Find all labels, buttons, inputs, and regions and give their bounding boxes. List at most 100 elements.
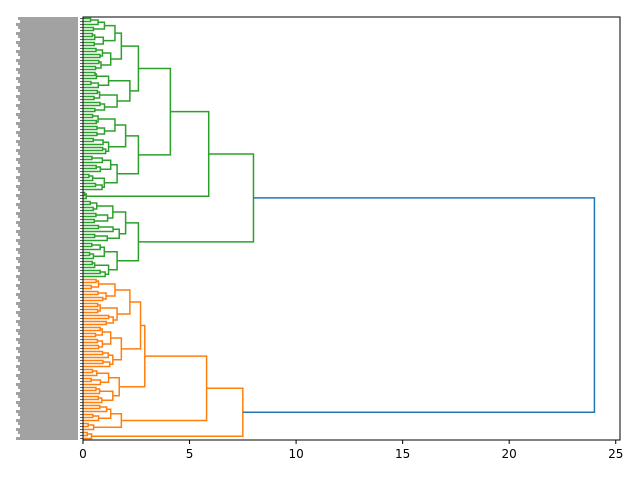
dendrogram-link <box>83 361 111 368</box>
dendrogram-link <box>83 218 96 224</box>
dendrogram-link <box>83 388 101 395</box>
leaf-label <box>16 194 78 197</box>
dendrogram-link <box>83 413 94 419</box>
dendrogram-link <box>83 262 96 269</box>
leaf-label <box>20 101 78 104</box>
dendrogram-link <box>83 242 93 248</box>
leaf-label <box>20 344 78 347</box>
leaf-label <box>20 254 78 257</box>
leaf-label <box>20 326 78 329</box>
leaf-label <box>20 74 78 77</box>
dendrogram-link <box>83 431 89 437</box>
leaf-label <box>16 176 78 179</box>
leaf-label <box>16 77 78 80</box>
leaf-label <box>16 221 78 224</box>
leaf-label <box>16 41 78 44</box>
leaf-label <box>20 308 78 311</box>
leaf-label <box>18 278 78 281</box>
dendrogram-link <box>106 316 114 324</box>
leaf-label <box>16 383 78 386</box>
leaf-label <box>18 170 78 173</box>
plot-frame <box>82 16 621 441</box>
dendrogram-link <box>98 408 112 419</box>
leaf-label <box>16 374 78 377</box>
dendrogram-link <box>83 73 98 80</box>
leaf-label <box>20 182 78 185</box>
dendrogram-link <box>110 32 123 60</box>
dendrogram-link <box>83 157 104 164</box>
leaf-label <box>18 224 78 227</box>
leaf-label <box>20 398 78 401</box>
leaf-label <box>18 422 78 425</box>
dendrogram-link <box>83 226 114 233</box>
dendrogram-link <box>83 139 104 146</box>
dendrogram-link <box>104 164 118 184</box>
leaf-label <box>16 293 78 296</box>
leaf-label <box>16 59 78 62</box>
leaf-label <box>20 56 78 59</box>
leaf-label <box>18 431 78 434</box>
dendrogram-link <box>83 65 97 71</box>
dendrogram-link <box>93 413 123 428</box>
dendrogram-link <box>100 159 112 170</box>
leaf-label <box>20 38 78 41</box>
dendrogram-link <box>121 301 142 350</box>
dendrogram-link <box>83 406 108 413</box>
dendrogram-link <box>83 107 96 113</box>
dendrogram-link <box>83 212 97 218</box>
leaf-label <box>20 407 78 410</box>
dendrogram-link <box>83 101 101 107</box>
leaf-label <box>16 239 78 242</box>
dendrogram-link <box>83 200 91 206</box>
leaf-label <box>20 47 78 50</box>
dendrogram-link <box>83 344 100 350</box>
leaf-label <box>20 173 78 176</box>
leaf-label <box>18 269 78 272</box>
dendrogram-link <box>83 182 97 188</box>
leaf-label <box>18 233 78 236</box>
dendrogram-link <box>83 359 104 365</box>
leaf-label <box>18 215 78 218</box>
leaf-label <box>18 17 78 20</box>
leaf-label <box>16 230 78 233</box>
dendrogram-link <box>83 32 94 38</box>
dendrogram-link <box>83 224 100 230</box>
leaf-label <box>20 191 78 194</box>
dendrogram-link <box>83 89 99 95</box>
leaf-label <box>16 68 78 71</box>
dendrogram-link <box>96 75 110 86</box>
x-axis: 0 5 10 15 20 25 <box>79 440 623 461</box>
leaf-label <box>18 62 78 65</box>
leaf-label <box>20 434 78 437</box>
dendrogram-link <box>94 264 110 275</box>
leaf-label <box>20 272 78 275</box>
leaf-label <box>20 281 78 284</box>
dendrogram-link <box>83 193 87 200</box>
leaf-label <box>18 296 78 299</box>
x-tick-label: 10 <box>288 447 303 461</box>
leaf-label <box>20 425 78 428</box>
leaf-label <box>18 152 78 155</box>
leaf-label <box>20 29 78 32</box>
leaf-label <box>18 251 78 254</box>
leaf-label <box>20 155 78 158</box>
leaf-label <box>18 125 78 128</box>
leaf-label <box>18 116 78 119</box>
leaf-label <box>20 200 78 203</box>
dendrogram-link <box>83 296 104 302</box>
leaf-label <box>20 65 78 68</box>
leaf-label <box>16 329 78 332</box>
dendrogram-link <box>97 304 101 312</box>
leaf-label <box>16 167 78 170</box>
x-tick-label: 5 <box>186 447 194 461</box>
leaf-label <box>20 245 78 248</box>
dendrogram-link <box>83 284 93 290</box>
leaf-label <box>20 20 78 23</box>
leaf-label <box>16 320 78 323</box>
dendrogram-link <box>83 131 98 137</box>
leaf-label <box>20 371 78 374</box>
leaf-label <box>20 236 78 239</box>
leaf-label <box>16 284 78 287</box>
dendrogram-link <box>138 153 255 243</box>
leaf-label <box>16 86 78 89</box>
